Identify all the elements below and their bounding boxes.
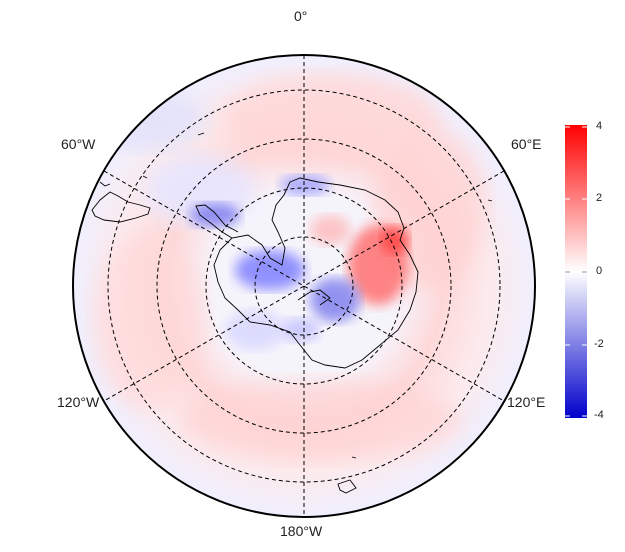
colorbar-label: 0 — [596, 265, 603, 277]
lon-label-180w: 180°W — [280, 523, 323, 539]
colorbar-label: 2 — [596, 192, 603, 204]
lon-label-60e: 60°E — [511, 136, 542, 152]
map-border — [72, 54, 536, 518]
graticule — [103, 55, 505, 517]
lon-label-60w: 60°W — [61, 136, 96, 152]
south-america-coast — [91, 191, 151, 223]
colorbar-ticks — [565, 126, 587, 417]
ross-ice-edge — [297, 289, 331, 306]
antarctica-coast — [213, 177, 419, 369]
colorbar-label: 4 — [596, 120, 603, 132]
antarctic-peninsula-coast — [195, 204, 239, 239]
lon-label-120w: 120°W — [57, 394, 100, 410]
colorbar-label: -4 — [594, 409, 604, 421]
colorbar — [565, 125, 587, 418]
lon-label-0: 0° — [294, 8, 308, 24]
colorbar-label: -2 — [594, 338, 604, 350]
lon-label-120e: 120°E — [507, 394, 546, 410]
